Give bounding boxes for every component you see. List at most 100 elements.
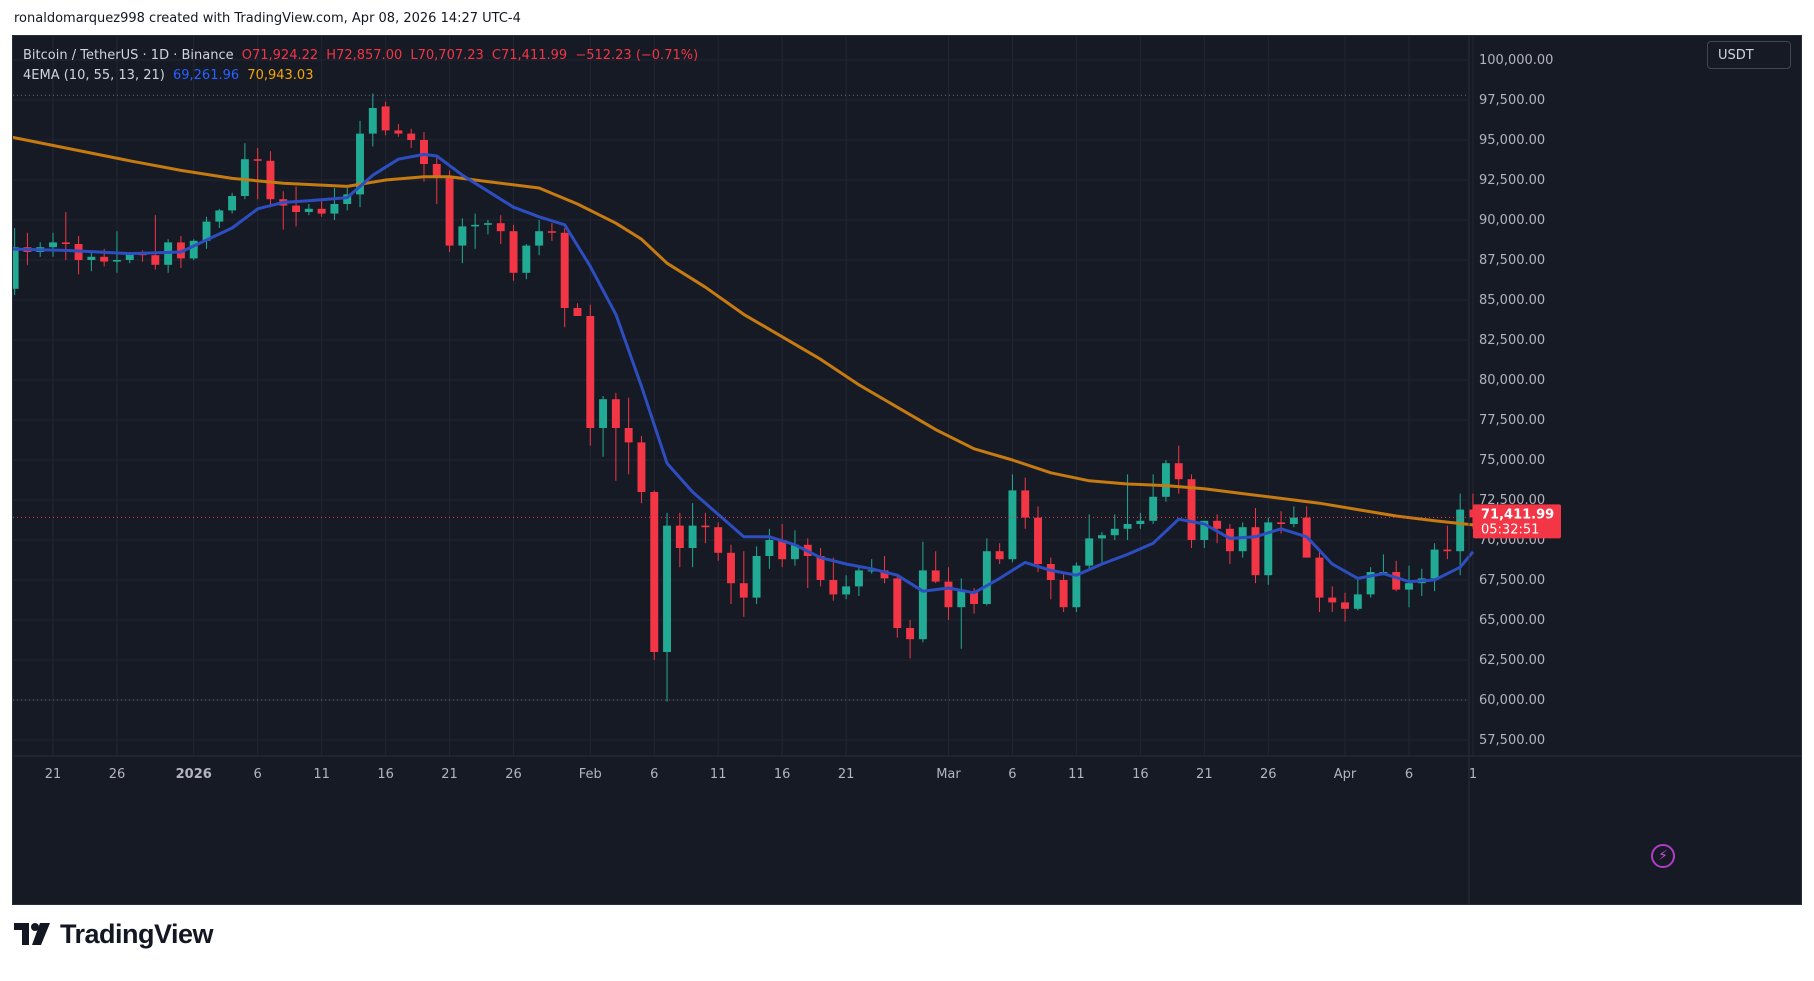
- candle-body: [701, 525, 710, 528]
- candle-body: [714, 527, 723, 553]
- candle-body: [663, 525, 672, 652]
- candle-body: [253, 159, 262, 161]
- chart-legend: Bitcoin / TetherUS · 1D · Binance O71,92…: [23, 46, 702, 86]
- change-value: −512.23 (−0.71%): [575, 48, 699, 63]
- time-tick-label: 21: [838, 767, 855, 782]
- candle-body: [330, 204, 339, 214]
- attribution-text: ronaldomarquez998 created with TradingVi…: [14, 11, 521, 26]
- candle-body: [215, 210, 224, 222]
- candle-body: [407, 133, 416, 140]
- candle-body: [1328, 597, 1337, 603]
- time-tick-label: 26: [1260, 767, 1277, 782]
- time-tick-label: 6: [650, 767, 658, 782]
- price-tick-label: 60,000.00: [1479, 693, 1545, 708]
- candle-body: [560, 232, 569, 308]
- candle-body: [637, 442, 646, 492]
- price-tick-label: 57,500.00: [1479, 733, 1545, 748]
- candle-body: [49, 242, 57, 248]
- candle-body: [1443, 549, 1452, 552]
- candle-body: [1021, 490, 1030, 518]
- candle-body: [368, 108, 377, 134]
- candle-body: [100, 256, 109, 262]
- candle-body: [509, 231, 518, 273]
- candle-body: [1034, 517, 1042, 564]
- price-tick-label: 87,500.00: [1479, 253, 1545, 268]
- candle-body: [1392, 572, 1401, 590]
- price-tick-label: 95,000.00: [1479, 133, 1545, 148]
- candle-body: [867, 570, 876, 572]
- price-tick-label: 65,000.00: [1479, 613, 1545, 628]
- candle-body: [1085, 538, 1094, 566]
- candle-body: [547, 231, 556, 233]
- candle-body: [1353, 594, 1362, 609]
- time-tick-label: Mar: [936, 767, 961, 782]
- candle-body: [266, 160, 275, 200]
- candle-body: [13, 247, 19, 289]
- candle-body: [356, 133, 364, 195]
- time-tick-label: 16: [377, 767, 394, 782]
- candle-body: [151, 255, 160, 265]
- time-tick-label: Apr: [1334, 767, 1357, 782]
- high-value: H72,857.00: [326, 48, 403, 63]
- time-tick-label: 16: [774, 767, 791, 782]
- candle-body: [228, 196, 237, 211]
- candle-body: [125, 253, 134, 260]
- candle-body: [995, 551, 1004, 560]
- candle-body: [496, 223, 505, 232]
- candle-body: [292, 205, 301, 212]
- candle-body: [1264, 522, 1273, 576]
- indicator-label[interactable]: 4EMA (10, 55, 13, 21): [23, 68, 165, 83]
- candle-body: [522, 245, 531, 273]
- price-tick-label: 82,500.00: [1479, 333, 1545, 348]
- candle-body: [688, 525, 697, 548]
- candle-body: [1098, 535, 1106, 539]
- tradingview-logo-icon: [14, 923, 50, 945]
- candle-body: [112, 260, 121, 262]
- candlestick-chart[interactable]: 100,000.00 97,500.00 95,000.00 92,500.00 90,…: [13, 36, 1802, 905]
- indicator-row: 4EMA (10, 55, 13, 21) 69,261.96 70,943.0…: [23, 66, 702, 86]
- candle-body: [829, 580, 838, 595]
- candle-body: [317, 208, 326, 214]
- candle-body: [1136, 520, 1145, 524]
- candle-body: [816, 556, 825, 580]
- candle-body: [1072, 565, 1081, 608]
- candle-body: [343, 194, 352, 204]
- last-price-tag: [1473, 504, 1561, 539]
- candle-body: [1187, 479, 1196, 540]
- candle-body: [918, 570, 927, 640]
- candle-body: [727, 552, 735, 584]
- candle-body: [970, 591, 979, 604]
- close-value: C71,411.99: [491, 48, 568, 63]
- candle-body: [611, 399, 620, 428]
- time-tick-label: Feb: [579, 767, 602, 782]
- candle-body: [240, 159, 249, 196]
- candle-body: [304, 208, 313, 212]
- symbol-label[interactable]: Bitcoin / TetherUS · 1D · Binance: [23, 48, 234, 63]
- candle-body: [944, 581, 953, 608]
- chart-panel[interactable]: 100,000.00 97,500.00 95,000.00 92,500.00 90,…: [12, 35, 1802, 905]
- candle-body: [420, 140, 428, 164]
- countdown-label: 05:32:51: [1481, 522, 1539, 537]
- candle-body: [1277, 522, 1286, 524]
- candle-body: [458, 226, 467, 246]
- candle-body: [1174, 463, 1183, 480]
- candle-body: [931, 570, 940, 582]
- candle-body: [1366, 572, 1375, 595]
- candle-body: [1456, 509, 1465, 552]
- candle-body: [1046, 564, 1055, 580]
- candle-body: [957, 591, 966, 608]
- time-tick-label: 21: [441, 767, 458, 782]
- low-value: L70,707.23: [410, 48, 484, 63]
- currency-button[interactable]: USDT: [1707, 41, 1791, 69]
- candle-body: [445, 176, 454, 246]
- candle-body: [1468, 509, 1477, 518]
- ema-slow-line: [13, 135, 1474, 527]
- lightning-icon[interactable]: ⚡: [1651, 844, 1675, 868]
- price-tick-label: 92,500.00: [1479, 173, 1545, 188]
- time-tick-label: 11: [313, 767, 330, 782]
- time-tick-label: 26: [505, 767, 522, 782]
- price-tick-label: 75,000.00: [1479, 453, 1545, 468]
- candle-body: [586, 316, 595, 428]
- candle-body: [1213, 520, 1222, 529]
- candle-body: [1110, 528, 1119, 536]
